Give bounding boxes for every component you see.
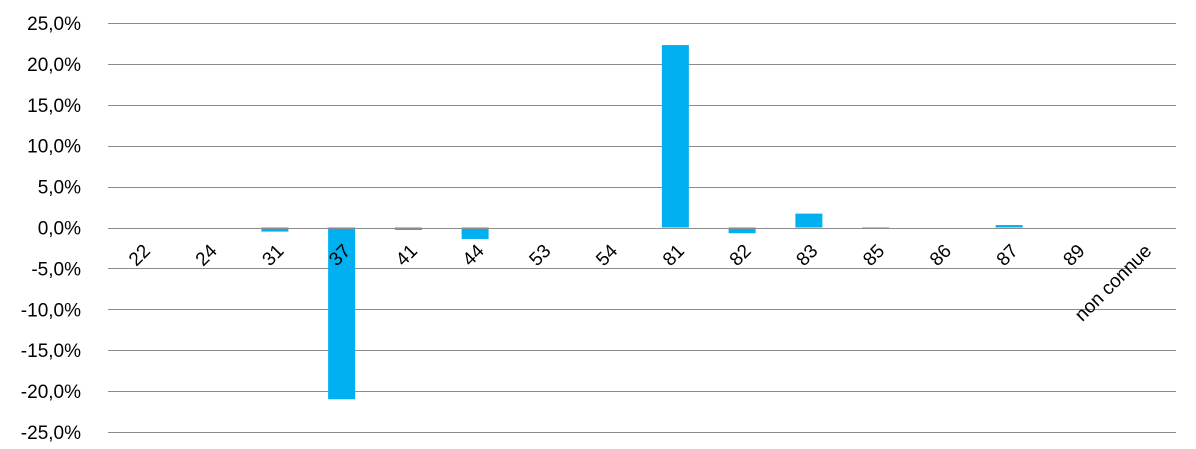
x-tick-label: 86 <box>926 241 956 271</box>
x-tick-label: 87 <box>993 241 1023 271</box>
y-tick-label: 10,0% <box>27 137 81 158</box>
x-tick-label: 41 <box>392 241 422 271</box>
x-tick-label: 81 <box>659 241 689 271</box>
x-tick-label: 83 <box>793 241 823 271</box>
y-tick-label: -10,0% <box>21 300 81 321</box>
bar-37 <box>328 227 356 400</box>
bar-82 <box>728 227 756 234</box>
y-tick-label: -25,0% <box>21 423 81 444</box>
y-tick-label: -5,0% <box>31 259 81 280</box>
y-tick-label: -15,0% <box>21 341 81 362</box>
bar-87 <box>995 225 1023 228</box>
y-tick-label: 25,0% <box>27 14 81 35</box>
y-tick-label: 20,0% <box>27 55 81 76</box>
x-tick-label: 53 <box>526 241 556 271</box>
y-tick-label: -20,0% <box>21 382 81 403</box>
y-axis-tick-labels: 25,0% 20,0% 15,0% 10,0% 5,0% 0,0% -5,0% -10,0% -… <box>21 14 81 444</box>
gridlines <box>108 23 1176 433</box>
bars <box>261 45 1023 400</box>
x-tick-label: 54 <box>592 240 622 270</box>
bar-44 <box>461 227 489 239</box>
bar-31 <box>261 227 289 232</box>
x-tick-label: 82 <box>726 241 756 271</box>
x-tick-label: 44 <box>459 240 489 270</box>
bar-83 <box>795 213 823 228</box>
x-tick-label: 89 <box>1060 241 1090 271</box>
x-tick-label: 85 <box>859 241 889 271</box>
y-tick-label: 5,0% <box>38 178 81 199</box>
x-tick-label: 31 <box>259 241 289 271</box>
y-tick-label: 15,0% <box>27 96 81 117</box>
x-tick-label: 22 <box>125 241 155 271</box>
y-tick-label: 0,0% <box>38 219 81 240</box>
bar-81 <box>661 45 689 228</box>
x-tick-label: 24 <box>192 240 222 270</box>
